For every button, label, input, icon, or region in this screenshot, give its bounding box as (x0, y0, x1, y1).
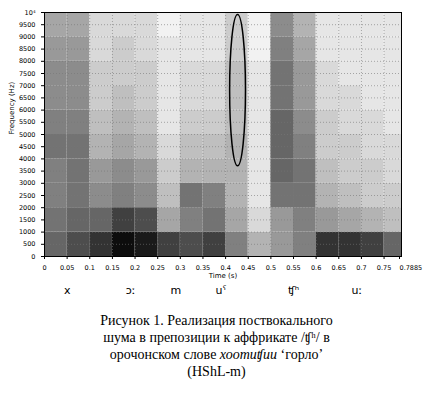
svg-text:0.65: 0.65 (332, 264, 346, 272)
svg-text:10⁴: 10⁴ (25, 9, 36, 17)
svg-text:6000: 6000 (19, 106, 36, 114)
svg-text:3500: 3500 (19, 167, 36, 175)
svg-text:x: x (64, 284, 71, 297)
svg-text:0.3: 0.3 (175, 264, 185, 272)
svg-text:6500: 6500 (19, 94, 36, 102)
svg-text:0: 0 (42, 264, 46, 272)
svg-text:1500: 1500 (19, 216, 36, 224)
svg-text:4500: 4500 (19, 143, 36, 151)
svg-text:uː: uː (352, 284, 363, 297)
svg-text:0.7: 0.7 (356, 264, 366, 272)
svg-text:0.05: 0.05 (60, 264, 74, 272)
svg-text:500: 500 (23, 240, 35, 248)
svg-text:0.6: 0.6 (311, 264, 321, 272)
svg-text:4000: 4000 (19, 155, 36, 163)
svg-text:3000: 3000 (19, 179, 36, 187)
svg-text:8000: 8000 (19, 57, 36, 65)
svg-text:0.15: 0.15 (105, 264, 119, 272)
svg-text:1000: 1000 (19, 228, 36, 236)
svg-text:0.7885: 0.7885 (400, 264, 423, 272)
svg-text:0.25: 0.25 (150, 264, 164, 272)
html-text:Рисунок 1. Реализация поствока: Рисунок 1. Реализация поствокального шум… (100, 313, 333, 379)
svg-text:2500: 2500 (19, 192, 36, 200)
svg-text:0.55: 0.55 (286, 264, 300, 272)
svg-text:0.4: 0.4 (220, 264, 231, 273)
svg-text:0.35: 0.35 (195, 264, 211, 273)
svg-text:0.1: 0.1 (85, 264, 95, 272)
svg-text:5500: 5500 (19, 118, 36, 126)
svg-text:7500: 7500 (19, 70, 36, 78)
svg-text:0: 0 (31, 253, 35, 261)
svg-text:Frequency (Hz): Frequency (Hz) (8, 81, 16, 134)
svg-text:5000: 5000 (19, 131, 36, 139)
svg-text:9500: 9500 (19, 21, 36, 29)
svg-text:m: m (170, 284, 181, 297)
svg-text:Time (s): Time (s) (208, 272, 238, 280)
svg-text:ɔː: ɔː (126, 284, 136, 297)
svg-text:0.45: 0.45 (241, 264, 255, 272)
svg-text:0.5: 0.5 (266, 264, 276, 272)
svg-text:0.75: 0.75 (377, 264, 391, 272)
svg-text:2000: 2000 (19, 204, 36, 212)
svg-text:0.2: 0.2 (130, 264, 140, 272)
svg-text:9000: 9000 (19, 33, 36, 41)
svg-text:ʧʰ: ʧʰ (288, 284, 299, 297)
svg-text:8500: 8500 (19, 45, 36, 53)
svg-text:7000: 7000 (19, 82, 36, 90)
svg-text:uˁ: uˁ (216, 284, 227, 297)
